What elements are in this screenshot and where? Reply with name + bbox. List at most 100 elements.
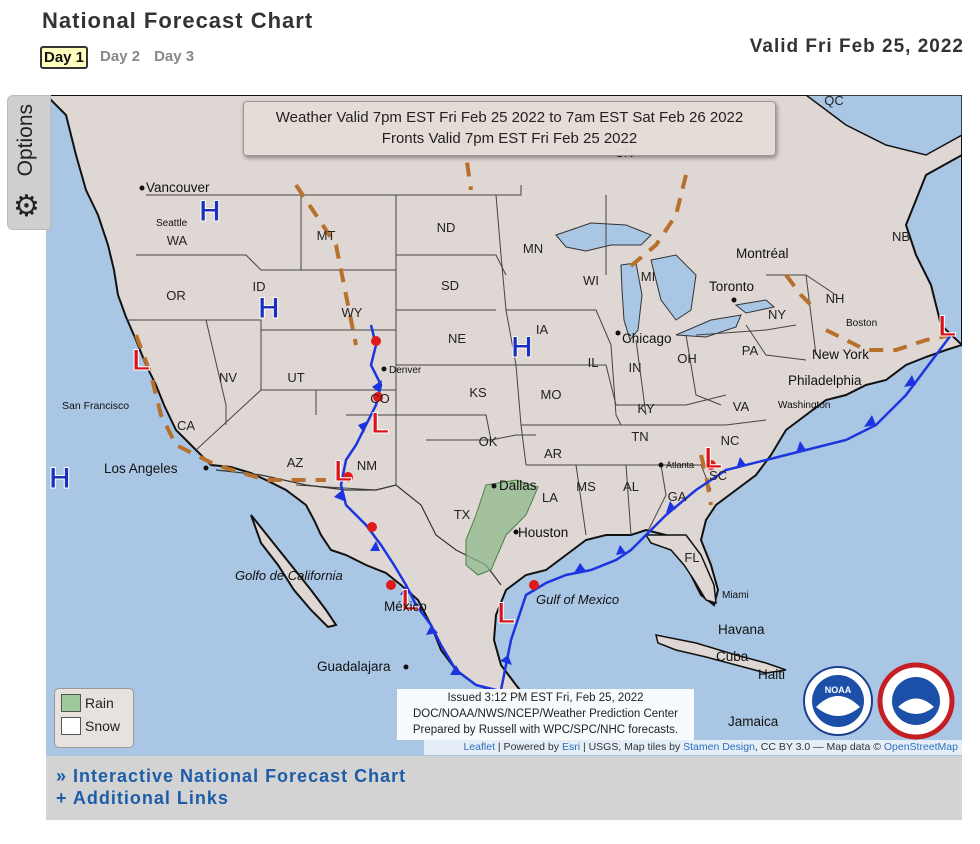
svg-text:UT: UT bbox=[287, 370, 304, 385]
issued-agency: DOC/NOAA/NWS/NCEP/Weather Prediction Cen… bbox=[412, 708, 678, 720]
state-borders bbox=[126, 185, 837, 536]
svg-text:FL: FL bbox=[684, 550, 699, 565]
lake-huron bbox=[650, 254, 697, 321]
svg-text:KY: KY bbox=[637, 401, 655, 416]
weather-valid-text: Weather Valid 7pm EST Fri Feb 25 2022 to… bbox=[275, 109, 744, 126]
svg-text:San Francisco: San Francisco bbox=[62, 400, 129, 412]
svg-text:SC: SC bbox=[709, 468, 727, 483]
land-florida bbox=[644, 534, 717, 605]
svg-text:LA: LA bbox=[542, 490, 558, 505]
svg-text:CO: CO bbox=[370, 391, 390, 406]
svg-text:VA: VA bbox=[733, 399, 750, 414]
svg-text:NM: NM bbox=[357, 458, 377, 473]
svg-text:NE: NE bbox=[448, 331, 466, 346]
leaflet-link[interactable]: Leaflet bbox=[463, 741, 495, 753]
gear-icon[interactable]: ⚙ bbox=[13, 190, 40, 223]
svg-text:TN: TN bbox=[631, 429, 648, 444]
interactive-chart-link[interactable]: » Interactive National Forecast Chart bbox=[56, 766, 407, 786]
esri-link[interactable]: Esri bbox=[561, 741, 581, 753]
svg-text:Haiti: Haiti bbox=[758, 667, 785, 682]
legend-rain-label: Rain bbox=[85, 695, 114, 711]
svg-text:Jamaica: Jamaica bbox=[728, 714, 779, 729]
issued-info: Issued 3:12 PM EST Fri, Feb 25, 2022 DOC… bbox=[397, 689, 694, 740]
low-pressure-7: L bbox=[938, 310, 956, 343]
svg-text:NY: NY bbox=[768, 307, 786, 322]
svg-text:NOAA: NOAA bbox=[825, 685, 852, 695]
svg-text:Chicago: Chicago bbox=[622, 331, 672, 346]
pressure-centers: H H H H L L L L L L L bbox=[49, 195, 957, 631]
svg-text:TX: TX bbox=[454, 507, 471, 522]
svg-text:Boston: Boston bbox=[846, 318, 877, 329]
attrib-text-3: , CC BY 3.0 — Map data © bbox=[754, 741, 884, 753]
svg-text:AR: AR bbox=[544, 446, 562, 461]
svg-text:México: México bbox=[384, 599, 427, 614]
rain-area bbox=[465, 479, 539, 576]
low-pressure-3: L bbox=[334, 455, 352, 488]
svg-text:NB: NB bbox=[892, 229, 910, 244]
tab-day-1[interactable]: Day 1 bbox=[40, 46, 89, 69]
svg-text:Montréal: Montréal bbox=[736, 246, 789, 261]
rain-swatch bbox=[61, 694, 81, 712]
legend-rain: Rain bbox=[61, 694, 133, 712]
svg-text:Golfo de California: Golfo de California bbox=[235, 568, 343, 583]
svg-text:Vancouver: Vancouver bbox=[146, 180, 210, 195]
lake-michigan bbox=[620, 262, 643, 342]
svg-text:QC: QC bbox=[824, 95, 844, 108]
svg-text:AZ: AZ bbox=[287, 455, 304, 470]
water-atlantic-ne bbox=[904, 153, 962, 347]
land-baja bbox=[250, 514, 338, 629]
additional-links-toggle[interactable]: + Additional Links bbox=[56, 788, 229, 808]
city-dots bbox=[139, 185, 737, 670]
day-tabs: Day 1 Day 2 Day 3 bbox=[40, 46, 196, 69]
map-attribution: Leaflet | Powered by Esri | USGS, Map ti… bbox=[424, 740, 962, 755]
lake-ontario bbox=[734, 299, 776, 314]
low-pressure-1: L bbox=[132, 344, 150, 377]
svg-text:MO: MO bbox=[541, 387, 562, 402]
svg-text:New York: New York bbox=[812, 347, 869, 362]
svg-text:IL: IL bbox=[588, 355, 599, 370]
stamen-link[interactable]: Stamen Design bbox=[683, 741, 755, 753]
svg-text:IN: IN bbox=[629, 360, 642, 375]
legend-snow: Snow bbox=[61, 717, 133, 735]
svg-text:Atlanta: Atlanta bbox=[666, 460, 694, 470]
land-cuba bbox=[654, 634, 787, 674]
svg-text:PA: PA bbox=[742, 343, 759, 358]
tab-day-3[interactable]: Day 3 bbox=[154, 48, 195, 65]
svg-text:MI: MI bbox=[641, 269, 655, 284]
svg-text:WA: WA bbox=[167, 233, 188, 248]
forecast-map[interactable]: H H H H L L L L L L L WA OR CA ID NV MT WY UT… bbox=[46, 95, 962, 756]
svg-text:ND: ND bbox=[437, 220, 456, 235]
water-labels: Golfo de California Gulf of Mexico bbox=[235, 568, 619, 607]
svg-text:Gulf of Mexico: Gulf of Mexico bbox=[536, 592, 619, 607]
svg-text:MT: MT bbox=[317, 228, 336, 243]
options-label: Options bbox=[14, 104, 37, 177]
svg-text:WI: WI bbox=[583, 273, 599, 288]
svg-text:Toronto: Toronto bbox=[709, 279, 754, 294]
low-pressure-5: L bbox=[497, 597, 515, 630]
svg-text:Houston: Houston bbox=[518, 525, 568, 540]
svg-text:NH: NH bbox=[826, 291, 845, 306]
high-pressure-1: H bbox=[199, 195, 221, 228]
high-pressure-4: H bbox=[49, 462, 71, 495]
legend-snow-label: Snow bbox=[85, 718, 121, 734]
svg-text:IA: IA bbox=[536, 322, 549, 337]
high-pressure-2: H bbox=[258, 292, 280, 325]
options-panel[interactable]: Options ⚙ bbox=[7, 95, 51, 230]
svg-text:WY: WY bbox=[342, 305, 363, 320]
svg-text:Denver: Denver bbox=[389, 365, 422, 376]
cold-front-triangles bbox=[334, 375, 916, 675]
warm-front-dots bbox=[343, 336, 716, 590]
svg-text:NC: NC bbox=[721, 433, 740, 448]
osm-link[interactable]: OpenStreetMap bbox=[883, 741, 958, 753]
svg-text:MS: MS bbox=[576, 479, 596, 494]
fronts-valid-text: Fronts Valid 7pm EST Fri Feb 25 2022 bbox=[381, 130, 638, 147]
svg-text:NV: NV bbox=[219, 370, 237, 385]
tab-day-2[interactable]: Day 2 bbox=[100, 48, 141, 65]
svg-text:SD: SD bbox=[441, 278, 459, 293]
svg-text:ID: ID bbox=[253, 279, 266, 294]
lake-erie bbox=[675, 314, 742, 338]
water-hudson-bay bbox=[804, 95, 962, 156]
map-legend: Rain Snow bbox=[54, 688, 134, 748]
svg-text:GA: GA bbox=[668, 489, 687, 504]
svg-text:KS: KS bbox=[469, 385, 487, 400]
